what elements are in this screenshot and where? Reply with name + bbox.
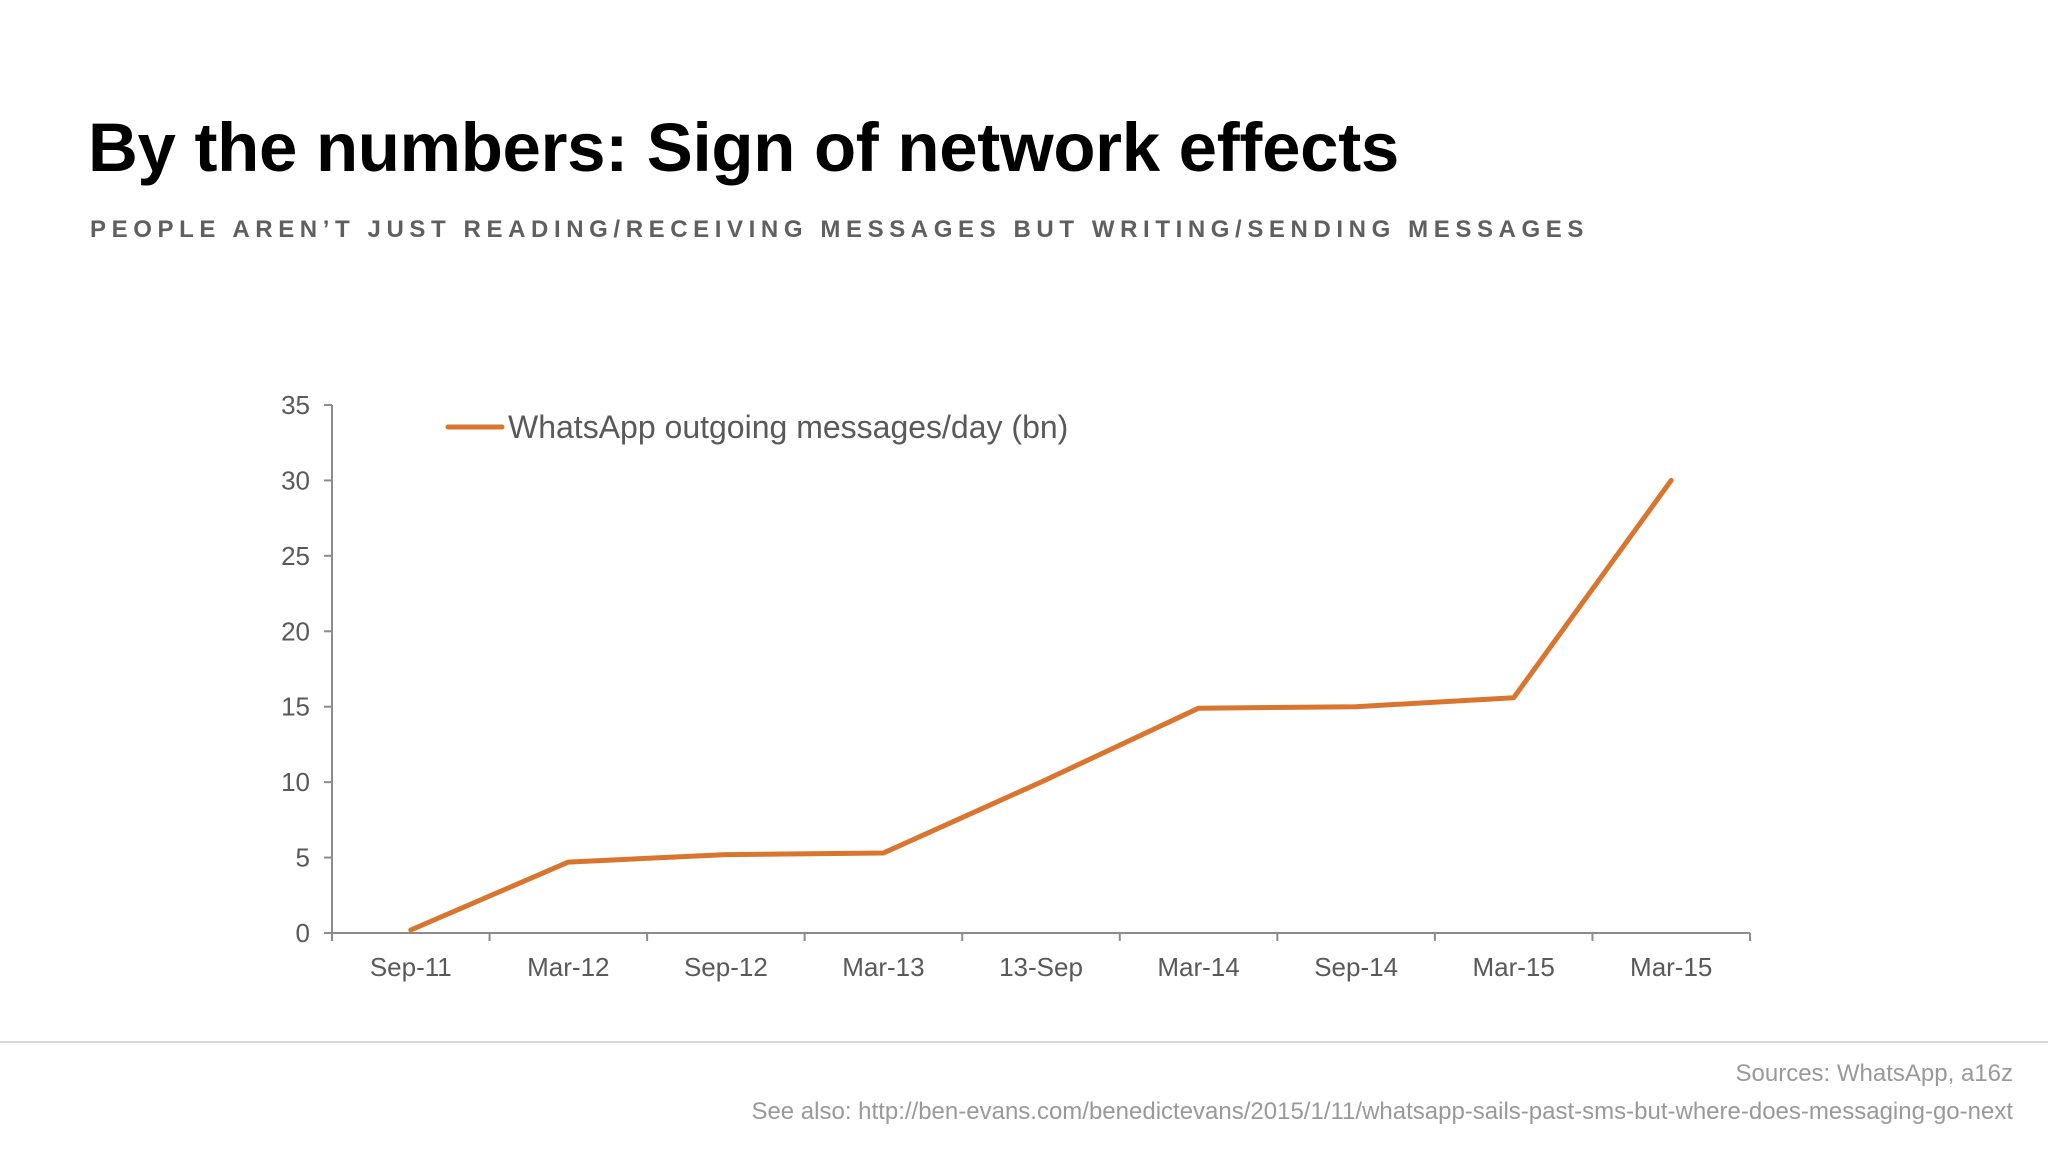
y-axis: 0 5 10 15 20 25 30 35 bbox=[281, 390, 333, 948]
x-tick-label: Mar-15 bbox=[1630, 952, 1712, 982]
x-axis: Sep-11 Mar-12 Sep-12 Mar-13 13-Sep Mar-14 Sep-… bbox=[331, 932, 1751, 982]
sources-note: Sources: WhatsApp, a16z bbox=[1735, 1060, 2013, 1087]
slide-subtitle: PEOPLE AREN’T JUST READING/RECEIVING MES… bbox=[90, 216, 1589, 243]
y-tick-label: 15 bbox=[281, 692, 310, 722]
x-tick-label: Sep-11 bbox=[370, 952, 452, 982]
y-tick-label: 30 bbox=[281, 465, 310, 495]
see-also-note: See also: http://ben-evans.com/benedicte… bbox=[751, 1098, 2013, 1125]
slide-title: By the numbers: Sign of network effects bbox=[88, 109, 1399, 186]
x-tick-label: Sep-12 bbox=[684, 952, 768, 982]
series-layer bbox=[408, 477, 1674, 933]
line-chart: 0 5 10 15 20 25 30 35 Sep-11 Mar-12 Sep-12 Mar-13 1… bbox=[281, 390, 1751, 982]
y-tick-label: 20 bbox=[281, 616, 310, 646]
x-tick-label: Mar-13 bbox=[842, 952, 924, 982]
x-tick-label: 13-Sep bbox=[999, 952, 1083, 982]
legend: WhatsApp outgoing messages/day (bn) bbox=[445, 409, 1068, 445]
legend-label: WhatsApp outgoing messages/day (bn) bbox=[508, 409, 1068, 445]
x-tick-label: Mar-14 bbox=[1157, 952, 1239, 982]
x-tick-label: Mar-12 bbox=[527, 952, 609, 982]
y-tick-label: 25 bbox=[281, 541, 310, 571]
series-line bbox=[408, 477, 1674, 933]
y-tick-label: 35 bbox=[281, 390, 310, 420]
y-tick-label: 0 bbox=[296, 918, 310, 948]
y-tick-label: 5 bbox=[296, 843, 310, 873]
x-tick-label: Mar-15 bbox=[1472, 952, 1554, 982]
x-tick-label: Sep-14 bbox=[1314, 952, 1398, 982]
footer-divider bbox=[0, 1041, 2048, 1043]
y-tick-label: 10 bbox=[281, 767, 310, 797]
